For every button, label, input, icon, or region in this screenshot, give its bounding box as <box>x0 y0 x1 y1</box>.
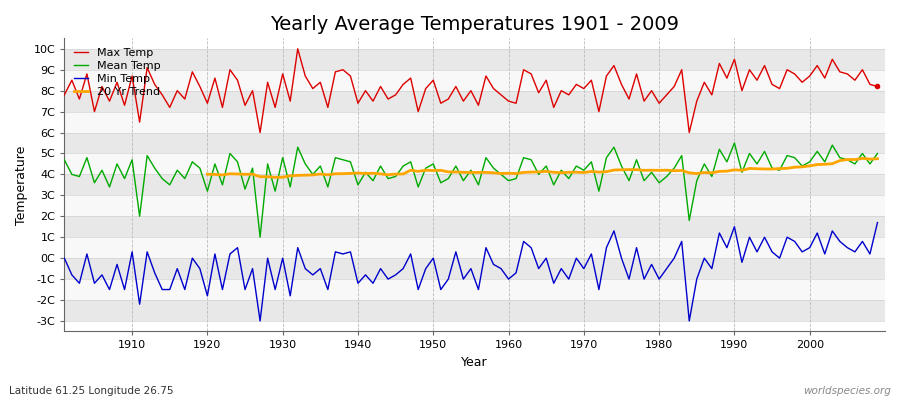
20 Yr Trend <box>270 175 281 180</box>
Min Temp <box>119 287 130 292</box>
Bar <box>64 216 885 237</box>
Bar <box>64 258 885 279</box>
Bar <box>64 49 885 70</box>
Legend: Max Temp, Mean Temp, Min Temp, 20 Yr Trend: Max Temp, Mean Temp, Min Temp, 20 Yr Tre… <box>70 44 165 102</box>
20 Yr Trend <box>300 173 310 178</box>
Mean Temp <box>119 176 130 181</box>
Title: Yearly Average Temperatures 1901 - 2009: Yearly Average Temperatures 1901 - 2009 <box>270 15 680 34</box>
Max Temp <box>345 74 356 78</box>
Max Temp <box>58 92 69 97</box>
Min Temp <box>338 252 348 256</box>
Mean Temp <box>292 145 303 150</box>
Bar <box>64 174 885 195</box>
Bar <box>64 154 885 174</box>
Text: Latitude 61.25 Longitude 26.75: Latitude 61.25 Longitude 26.75 <box>9 386 174 396</box>
Bar <box>64 132 885 154</box>
Bar <box>64 195 885 216</box>
Y-axis label: Temperature: Temperature <box>15 145 28 224</box>
Max Temp <box>255 130 266 135</box>
Bar <box>64 112 885 132</box>
Mean Temp <box>255 235 266 240</box>
Line: 20 Yr Trend: 20 Yr Trend <box>207 158 878 177</box>
Bar <box>64 91 885 112</box>
Mean Temp <box>338 157 348 162</box>
Bar <box>64 70 885 91</box>
Min Temp <box>510 270 521 275</box>
20 Yr Trend <box>676 168 687 173</box>
Mean Temp <box>872 151 883 156</box>
Mean Temp <box>58 157 69 162</box>
X-axis label: Year: Year <box>462 356 488 369</box>
Max Temp <box>872 84 883 89</box>
20 Yr Trend <box>413 169 424 174</box>
Max Temp <box>300 74 310 78</box>
Max Temp <box>518 67 529 72</box>
Line: Mean Temp: Mean Temp <box>64 143 878 237</box>
Mean Temp <box>510 176 521 181</box>
Min Temp <box>601 245 612 250</box>
Max Temp <box>608 63 619 68</box>
20 Yr Trend <box>857 156 868 161</box>
Min Temp <box>503 277 514 282</box>
Max Temp <box>510 101 521 106</box>
20 Yr Trend <box>872 156 883 161</box>
Min Temp <box>292 245 303 250</box>
Min Temp <box>58 256 69 260</box>
20 Yr Trend <box>782 166 793 171</box>
Max Temp <box>119 103 130 108</box>
Text: worldspecies.org: worldspecies.org <box>803 386 891 396</box>
20 Yr Trend <box>767 167 778 172</box>
Max Temp <box>292 46 303 51</box>
Mean Temp <box>503 178 514 183</box>
Line: Max Temp: Max Temp <box>64 49 878 132</box>
Line: Min Temp: Min Temp <box>64 222 878 321</box>
20 Yr Trend <box>850 157 860 162</box>
Bar <box>64 300 885 321</box>
Min Temp <box>255 318 266 323</box>
Bar <box>64 279 885 300</box>
Min Temp <box>872 220 883 225</box>
Bar <box>64 237 885 258</box>
20 Yr Trend <box>202 172 212 176</box>
Mean Temp <box>729 141 740 146</box>
Mean Temp <box>601 155 612 160</box>
